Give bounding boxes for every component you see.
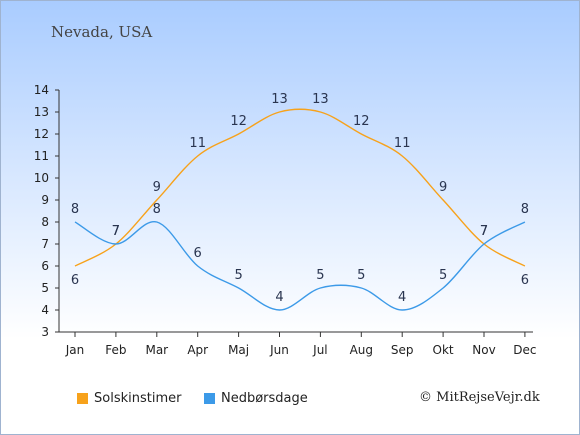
x-tick-label: Okt [433, 343, 454, 357]
rain-legend-label: Nedbørsdage [221, 391, 308, 406]
sun-series-line [74, 108, 526, 267]
rain-data-label: 6 [194, 246, 202, 261]
rain-data-label: 8 [153, 202, 161, 217]
sun-data-label: 11 [394, 136, 411, 151]
rain-data-label: 5 [439, 268, 447, 283]
x-tick-label: Dec [513, 343, 536, 357]
y-tick-label: 7 [41, 237, 49, 251]
rain-data-label: 5 [234, 268, 242, 283]
rain-data-label: 7 [112, 224, 120, 239]
y-tick-label: 8 [41, 215, 49, 229]
rain-legend-swatch [204, 393, 215, 404]
x-tick-label: Mar [145, 343, 168, 357]
sun-legend-label: Solskinstimer [94, 391, 182, 406]
rain-data-label: 4 [398, 290, 406, 305]
rain-data-label: 7 [480, 224, 488, 239]
sun-data-label: 9 [153, 180, 161, 195]
y-tick-label: 9 [41, 193, 49, 207]
rain-data-label: 5 [316, 268, 324, 283]
y-tick-label: 5 [41, 281, 49, 295]
sun-legend-swatch [77, 393, 88, 404]
rain-data-label: 8 [521, 202, 529, 217]
y-tick-label: 4 [41, 303, 49, 317]
sun-data-label: 12 [230, 114, 247, 129]
rain-series-line [74, 221, 526, 311]
rain-data-label: 8 [71, 202, 79, 217]
sun-data-label: 12 [353, 114, 370, 129]
x-tick-label: Jul [312, 343, 327, 357]
credit-text: © MitRejseVejr.dk [419, 390, 540, 405]
x-tick-label: Sep [391, 343, 414, 357]
x-tick-label: Jun [269, 343, 289, 357]
y-tick-label: 12 [34, 127, 49, 141]
y-tick-label: 13 [34, 105, 49, 119]
x-tick-label: Maj [228, 343, 249, 357]
legend-item-sun: Solskinstimer [77, 391, 181, 406]
sun-data-label: 11 [189, 136, 206, 151]
x-tick-label: Feb [105, 343, 126, 357]
location-title: Nevada, USA [51, 23, 153, 41]
legend-item-rain: Nedbørsdage [204, 391, 308, 406]
x-tick-label: Apr [187, 343, 208, 357]
y-tick-label: 14 [34, 83, 49, 97]
sun-data-label: 6 [521, 273, 529, 288]
x-tick-label: Aug [350, 343, 373, 357]
rain-data-label: 5 [357, 268, 365, 283]
sun-data-label: 6 [71, 273, 79, 288]
x-tick-label: Jan [65, 343, 85, 357]
sun-data-label: 7 [112, 224, 120, 239]
y-tick-label: 6 [41, 259, 49, 273]
sun-data-label: 7 [480, 224, 488, 239]
sun-data-label: 9 [439, 180, 447, 195]
rain-data-label: 4 [275, 290, 283, 305]
y-tick-label: 11 [34, 149, 49, 163]
x-tick-label: Nov [472, 343, 495, 357]
y-tick-label: 10 [34, 171, 49, 185]
y-tick-label: 3 [41, 325, 49, 339]
sun-data-label: 13 [271, 92, 288, 107]
sun-data-label: 13 [312, 92, 329, 107]
